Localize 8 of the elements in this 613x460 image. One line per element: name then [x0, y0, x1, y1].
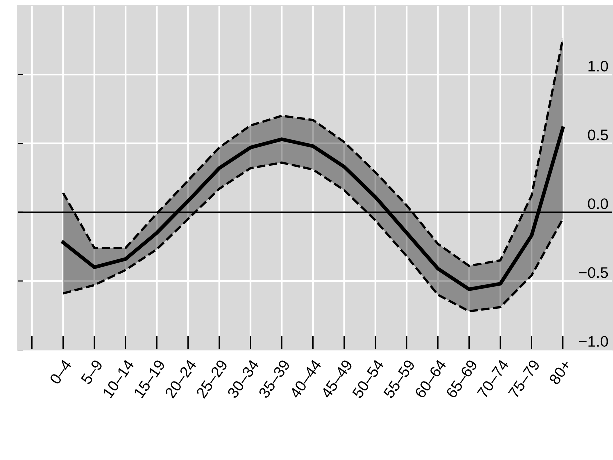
y-tick-label: −0.5 [579, 267, 608, 278]
x-tick-label: 0–4 [49, 358, 72, 386]
x-tick-label: 80+ [548, 359, 572, 386]
y-tick-label: 0.0 [588, 198, 608, 210]
y-tick-label: 1.0 [588, 60, 608, 72]
y-tick-label: −1.0 [579, 336, 608, 348]
y-tick-label: 0.5 [588, 130, 608, 141]
x-tick-label: 5–9 [80, 359, 104, 386]
